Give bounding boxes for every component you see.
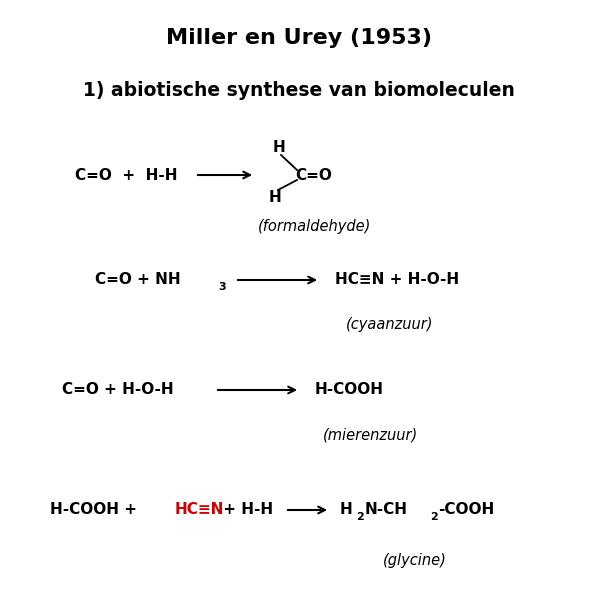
Text: 2: 2 [430, 512, 438, 522]
Text: H-COOH +: H-COOH + [50, 503, 142, 517]
Text: 1) abiotische synthese van biomoleculen: 1) abiotische synthese van biomoleculen [83, 81, 515, 100]
Text: (mierenzuur): (mierenzuur) [322, 428, 418, 442]
Text: (formaldehyde): (formaldehyde) [258, 219, 372, 235]
Text: H: H [269, 190, 282, 205]
Text: HC≡N + H-O-H: HC≡N + H-O-H [335, 272, 459, 288]
Text: N-CH: N-CH [365, 503, 408, 517]
Text: + H-H: + H-H [218, 503, 273, 517]
Text: H: H [273, 139, 286, 155]
Text: (cyaanzuur): (cyaanzuur) [346, 317, 434, 333]
Text: C=O + NH: C=O + NH [95, 272, 181, 288]
Text: H: H [340, 503, 353, 517]
Text: 2: 2 [356, 512, 364, 522]
Text: H-COOH: H-COOH [315, 383, 384, 397]
Text: Miller en Urey (1953): Miller en Urey (1953) [166, 28, 432, 48]
Text: C=O  +  H-H: C=O + H-H [75, 168, 177, 182]
Text: (glycine): (glycine) [383, 553, 447, 567]
Text: -COOH: -COOH [438, 503, 494, 517]
Text: C=O: C=O [295, 168, 332, 182]
Text: C=O + H-O-H: C=O + H-O-H [62, 383, 174, 397]
Text: 3: 3 [218, 282, 226, 292]
Text: HC≡N: HC≡N [175, 503, 225, 517]
